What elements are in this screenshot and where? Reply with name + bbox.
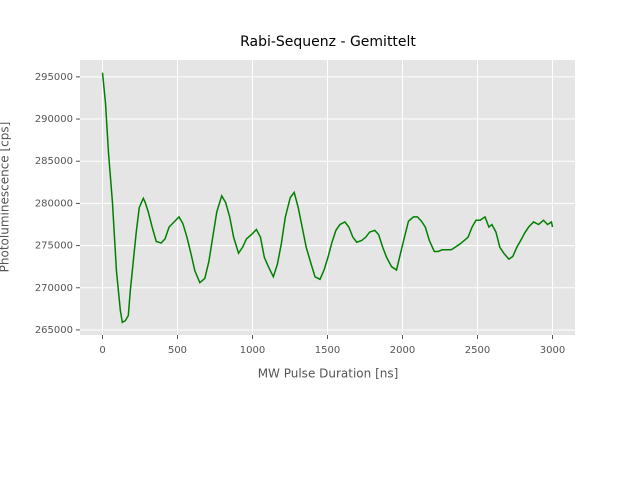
y-tick-label: 285000 (35, 156, 73, 167)
x-tick-label: 1000 (240, 345, 265, 356)
y-tick-label: 275000 (35, 241, 73, 252)
x-tick-label: 500 (168, 345, 187, 356)
y-axis-label: Photoluminescence [cps] (0, 122, 12, 273)
x-tick-label: 2500 (465, 345, 490, 356)
y-tick-label: 270000 (35, 283, 73, 294)
data-line (101, 72, 554, 324)
y-tick-label: 280000 (35, 198, 73, 209)
y-tick-label: 265000 (35, 325, 73, 336)
x-tick-label: 1500 (315, 345, 340, 356)
x-tick-label: 2000 (390, 345, 415, 356)
x-tick-label: 3000 (540, 345, 565, 356)
x-tick-label: 0 (99, 345, 105, 356)
x-axis-label: MW Pulse Duration [ns] (258, 367, 399, 381)
y-tick-label: 290000 (35, 114, 73, 125)
y-tick-label: 295000 (35, 72, 73, 83)
chart-title: Rabi-Sequenz - Gemittelt (240, 34, 416, 50)
